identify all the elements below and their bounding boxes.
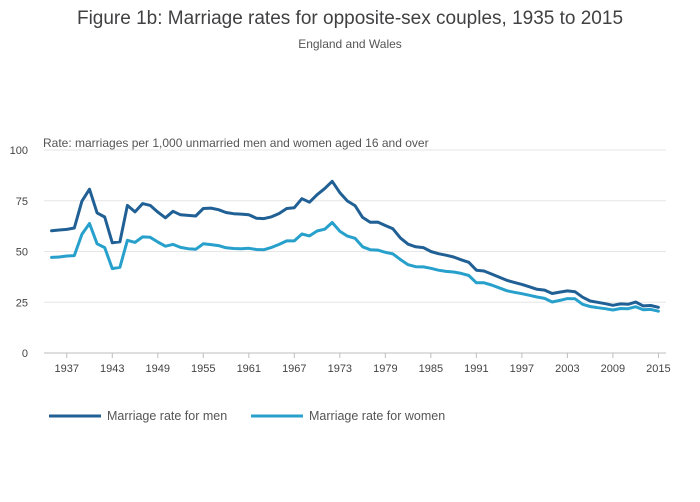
gridlines bbox=[44, 149, 666, 354]
chart-title: Figure 1b: Marriage rates for opposite-s… bbox=[77, 8, 623, 29]
y-axis-label: Rate: marriages per 1,000 unmarried men … bbox=[43, 136, 429, 150]
series-line-women[interactable] bbox=[50, 221, 660, 313]
x-tick-label: 1955 bbox=[191, 363, 215, 375]
x-tick-label: 1967 bbox=[282, 363, 306, 375]
legend: Marriage rate for men Marriage rate for … bbox=[49, 409, 445, 423]
legend-item-men[interactable]: Marriage rate for men bbox=[49, 409, 227, 423]
x-tick-label: 1979 bbox=[373, 363, 397, 375]
x-tick-label: 2009 bbox=[601, 363, 625, 375]
x-tick-label: 2015 bbox=[646, 363, 670, 375]
x-tick-label: 2003 bbox=[555, 363, 579, 375]
x-tick-label: 1985 bbox=[419, 363, 443, 375]
legend-item-women[interactable]: Marriage rate for women bbox=[251, 409, 445, 423]
series-lines bbox=[50, 179, 660, 313]
legend-label-women: Marriage rate for women bbox=[309, 409, 445, 423]
x-tick-label: 1937 bbox=[55, 363, 79, 375]
x-tick-label: 1949 bbox=[146, 363, 170, 375]
y-tick-label: 25 bbox=[16, 297, 28, 309]
y-tick-label: 0 bbox=[22, 348, 28, 360]
y-tick-label: 50 bbox=[16, 247, 28, 259]
x-tick-label: 1997 bbox=[510, 363, 534, 375]
legend-label-men: Marriage rate for men bbox=[107, 409, 227, 423]
x-tick-label: 1991 bbox=[464, 363, 488, 375]
x-tick-label: 1973 bbox=[328, 363, 352, 375]
y-axis-ticks: 0 25 50 75 100 bbox=[10, 145, 28, 360]
x-tick-label: 1943 bbox=[100, 363, 124, 375]
y-tick-label: 75 bbox=[16, 196, 28, 208]
x-tick-label: 1961 bbox=[237, 363, 261, 375]
y-tick-label: 100 bbox=[10, 145, 28, 157]
series-line-men[interactable] bbox=[50, 179, 660, 309]
x-axis-ticks: 1937 1943 1949 1955 1961 1967 1973 1979 1985 1991… bbox=[55, 353, 671, 375]
chart-subtitle: England and Wales bbox=[298, 37, 402, 51]
